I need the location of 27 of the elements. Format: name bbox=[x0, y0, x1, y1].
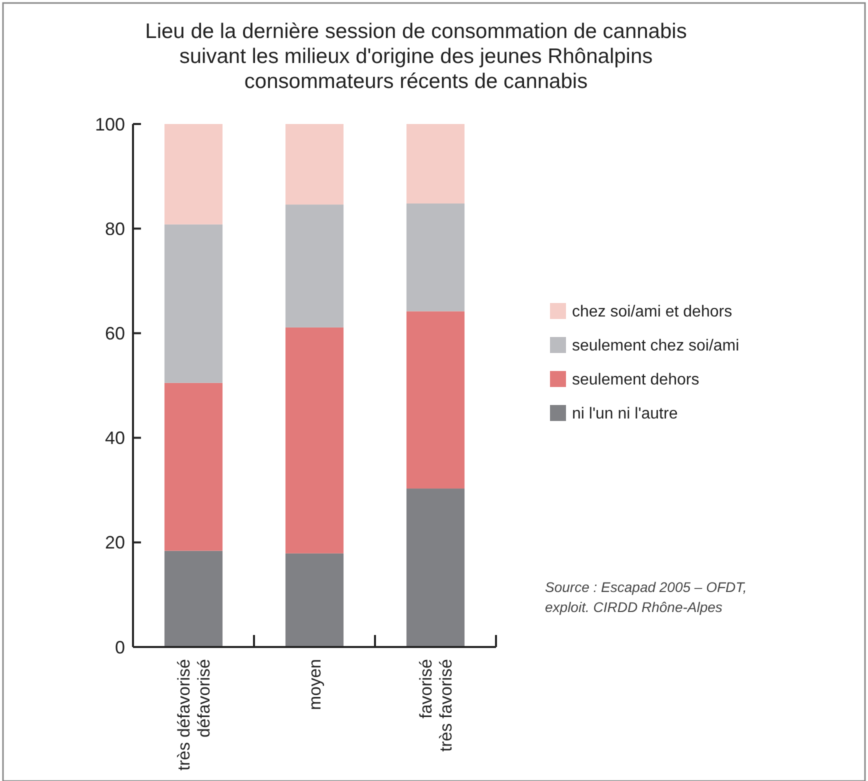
y-tick-label: 0 bbox=[114, 637, 125, 658]
bar bbox=[406, 488, 465, 647]
bar bbox=[406, 203, 465, 312]
y-tick-label: 80 bbox=[104, 218, 125, 239]
chart-title: Lieu de la dernière session de consommation de cannabis suivant les milieux d'origine des jeunes Rhônalpins consommateurs récents de cannabis bbox=[145, 20, 687, 93]
source-note: Source : Escapad 2005 – OFDT, exploit. CIRDD Rhône-Alpes bbox=[545, 579, 747, 615]
y-tick-label: 100 bbox=[94, 114, 125, 134]
legend-label: chez soi/ami et dehors bbox=[572, 304, 732, 321]
bar bbox=[164, 382, 223, 551]
y-tick-label: 40 bbox=[104, 428, 125, 448]
bar bbox=[285, 204, 344, 328]
y-tick-label: 60 bbox=[104, 324, 125, 344]
bar bbox=[406, 124, 465, 204]
bar bbox=[164, 124, 223, 224]
bar bbox=[406, 311, 465, 489]
legend-label: seulement chez soi/ami bbox=[572, 338, 740, 355]
legend-label: seulement dehors bbox=[572, 372, 700, 389]
bar bbox=[285, 553, 344, 647]
x-tick-label: favorisé très favorisé bbox=[416, 659, 456, 752]
x-tick-label: moyen bbox=[305, 659, 324, 710]
bar bbox=[285, 124, 344, 205]
x-tick-label: très défavorisé défavorisé bbox=[174, 659, 214, 770]
bar bbox=[285, 327, 344, 554]
bar bbox=[164, 550, 223, 647]
bar bbox=[164, 224, 223, 383]
legend-label: ni l'un ni l'autre bbox=[572, 406, 678, 423]
y-tick-label: 20 bbox=[104, 532, 125, 553]
